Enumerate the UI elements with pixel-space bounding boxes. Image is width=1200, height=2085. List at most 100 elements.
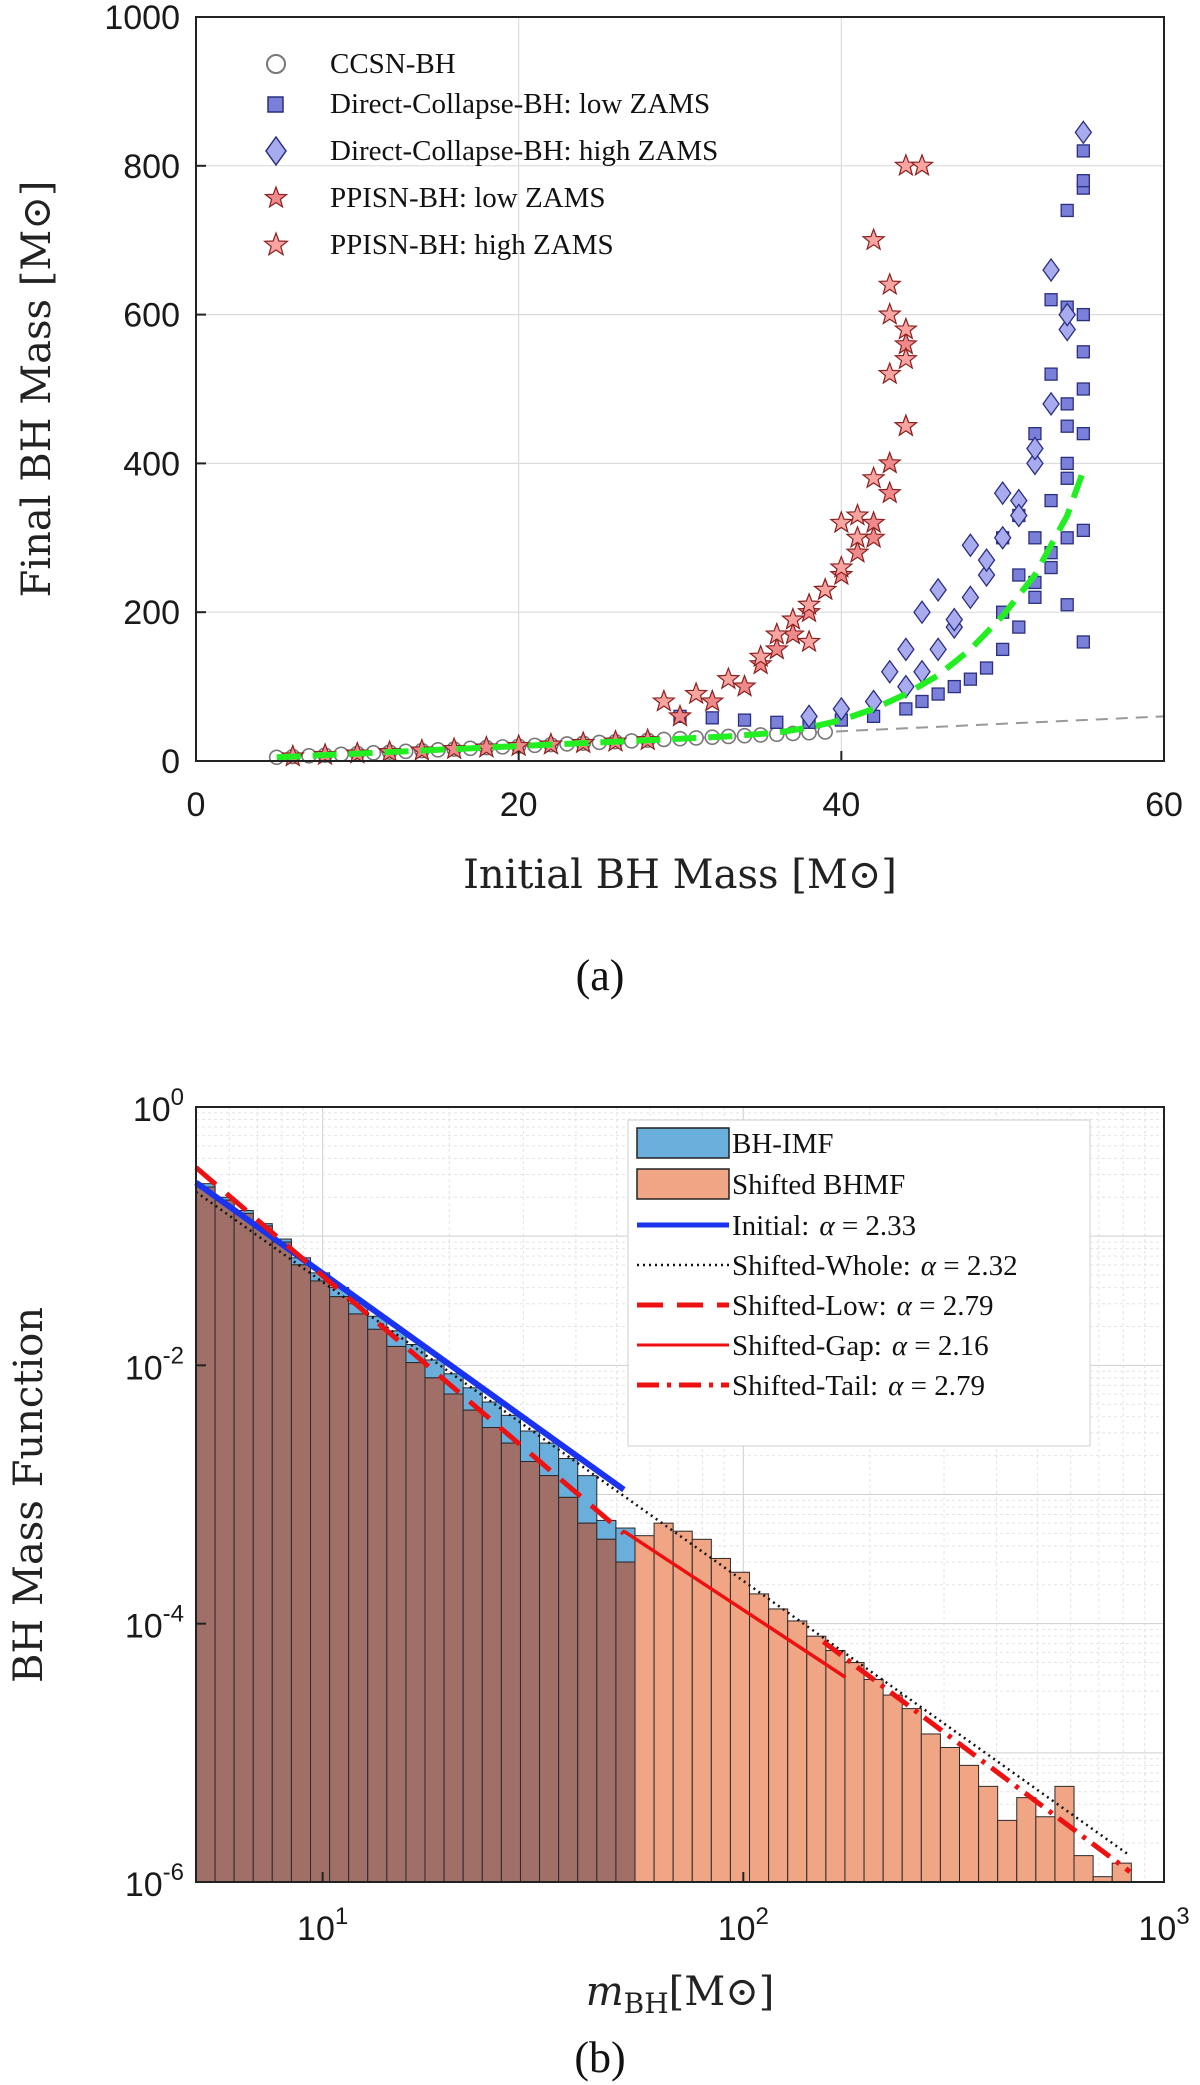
legend-gap-text: Shifted-Gap: xyxy=(732,1330,882,1362)
b-bar-imf-overlap xyxy=(290,1264,312,1883)
b-bar-imf-overlap xyxy=(500,1442,521,1883)
legend-swatch-bh-imf xyxy=(636,1127,730,1159)
b-fit-line-6 xyxy=(821,1639,1132,1874)
b-bar-imf-overlap xyxy=(577,1522,598,1883)
legend-label-shifted-gap: Shifted-Gap: α = 2.16 xyxy=(732,1330,989,1362)
a-point-series-4 xyxy=(893,316,918,340)
a-ytick-label: 400 xyxy=(123,445,180,483)
legend-low-eq: = xyxy=(912,1290,943,1322)
a-point-series-4 xyxy=(829,554,854,578)
a-point-series-1 xyxy=(1060,397,1074,411)
legend-marker-ppisn-high xyxy=(262,231,290,257)
panel-a-axes-box xyxy=(195,16,1165,762)
a-point-series-2 xyxy=(993,525,1012,550)
a-legend-star-high xyxy=(262,231,290,257)
b-ytick-base: 10 xyxy=(125,1349,163,1387)
a-point-series-1 xyxy=(1060,419,1074,433)
a-point-series-4 xyxy=(796,592,822,616)
panel-a-ylabel: Final BH Mass [M⊙] xyxy=(14,181,60,598)
legend-whole-alpha-symbol: α xyxy=(921,1250,937,1282)
b-bar-imf-overlap xyxy=(271,1241,292,1883)
a-point-series-1 xyxy=(1028,531,1042,545)
legend-label-ppisn-high: PPISN-BH: high ZAMS xyxy=(330,229,614,261)
legend-label-dc-high: Direct-Collapse-BH: high ZAMS xyxy=(330,135,718,167)
b-xtick-label: 102 xyxy=(718,1903,769,1948)
a-point-series-1 xyxy=(1076,345,1090,359)
b-bar-imf-overlap xyxy=(443,1393,464,1883)
b-xtick-base: 10 xyxy=(297,1910,335,1948)
panel-a-points xyxy=(268,120,1093,767)
a-point-series-4 xyxy=(893,346,918,370)
legend-tail-alpha-symbol: α xyxy=(888,1370,904,1402)
a-point-series-2 xyxy=(880,659,899,684)
b-bar-shifted xyxy=(672,1530,693,1883)
a-point-series-4 xyxy=(780,606,806,630)
a-point-series-1 xyxy=(979,661,994,675)
b-ytick-label: 10-2 xyxy=(125,1342,184,1387)
legend-label-ccsn: CCSN-BH xyxy=(330,48,456,80)
b-bar-imf-overlap xyxy=(329,1296,350,1883)
a-point-series-4 xyxy=(861,465,886,489)
a-point-series-4 xyxy=(909,153,935,177)
panel-b-xlabel: mBH[M⊙] xyxy=(586,1969,775,2020)
a-point-series-3 xyxy=(442,736,467,760)
b-bar-imf-overlap xyxy=(424,1377,445,1883)
a-point-series-2 xyxy=(897,674,915,699)
a-point-series-1 xyxy=(899,702,913,716)
a-point-series-3 xyxy=(829,562,854,586)
a-point-series-1 xyxy=(1044,493,1058,508)
a-point-series-1 xyxy=(963,672,978,686)
legend-tail-eq: = xyxy=(903,1370,934,1402)
legend-label-shifted-low: Shifted-Low: α = 2.79 xyxy=(732,1290,994,1322)
b-bar-imf-overlap xyxy=(195,1186,216,1883)
a-legend-star-low xyxy=(263,185,289,209)
a-point-series-1 xyxy=(1060,598,1074,612)
a-point-series-2 xyxy=(800,704,818,729)
a-point-series-2 xyxy=(913,600,931,625)
a-point-series-4 xyxy=(764,621,789,645)
panel-b-caption: (b) xyxy=(574,2033,625,2082)
legend-low-alpha-symbol: α xyxy=(897,1290,913,1322)
a-point-series-2 xyxy=(1042,391,1060,416)
a-point-series-1 xyxy=(1076,307,1090,322)
b-xtick-base: 10 xyxy=(718,1910,756,1948)
legend-initial-text: Initial: xyxy=(732,1210,809,1242)
b-ytick-label: 10-6 xyxy=(125,1859,184,1904)
b-bar-shifted xyxy=(1054,1785,1075,1883)
a-point-series-2 xyxy=(1074,120,1093,145)
a-point-series-1 xyxy=(1060,456,1074,471)
legend-tail-alpha: 2.79 xyxy=(934,1370,985,1402)
a-point-series-3 xyxy=(732,673,757,697)
a-point-series-2 xyxy=(993,481,1012,506)
a-point-series-2 xyxy=(1058,317,1077,342)
a-point-series-4 xyxy=(877,272,902,296)
a-ytick-label: 800 xyxy=(123,148,180,186)
legend-label-ppisn-low: PPISN-BH: low ZAMS xyxy=(330,182,606,214)
a-point-series-2 xyxy=(1009,503,1028,528)
panel-a-legend: CCSN-BH Direct-Collapse-BH: low ZAMS Dir… xyxy=(262,48,718,261)
b-bar-imf-overlap xyxy=(386,1345,407,1883)
panel-a-caption: (a) xyxy=(576,951,625,1000)
a-point-series-1 xyxy=(1044,560,1058,575)
b-xtick-label: 103 xyxy=(1138,1903,1189,1948)
a-xtick-label: 0 xyxy=(187,786,206,824)
a-point-series-3 xyxy=(474,734,499,758)
a-point-series-3 xyxy=(748,651,773,675)
a-point-series-1 xyxy=(1012,620,1026,634)
panel-a-plot-area xyxy=(196,17,1164,761)
a-point-series-1 xyxy=(1028,590,1042,604)
legend-gap-alpha: 2.16 xyxy=(938,1330,989,1362)
a-point-series-3 xyxy=(506,733,531,757)
b-bar-shifted xyxy=(710,1557,731,1883)
a-point-series-4 xyxy=(877,361,902,385)
b-ytick-exp: -2 xyxy=(163,1342,184,1369)
b-bar-shifted xyxy=(1035,1816,1056,1883)
a-point-series-1 xyxy=(770,715,784,729)
a-point-series-4 xyxy=(813,577,838,601)
legend-low-alpha: 2.79 xyxy=(943,1290,994,1322)
b-bar-imf-overlap xyxy=(367,1328,388,1883)
b-bar-imf-overlap xyxy=(539,1475,560,1883)
b-fit-line-3 xyxy=(195,1190,1131,1857)
a-point-series-4 xyxy=(748,644,773,668)
